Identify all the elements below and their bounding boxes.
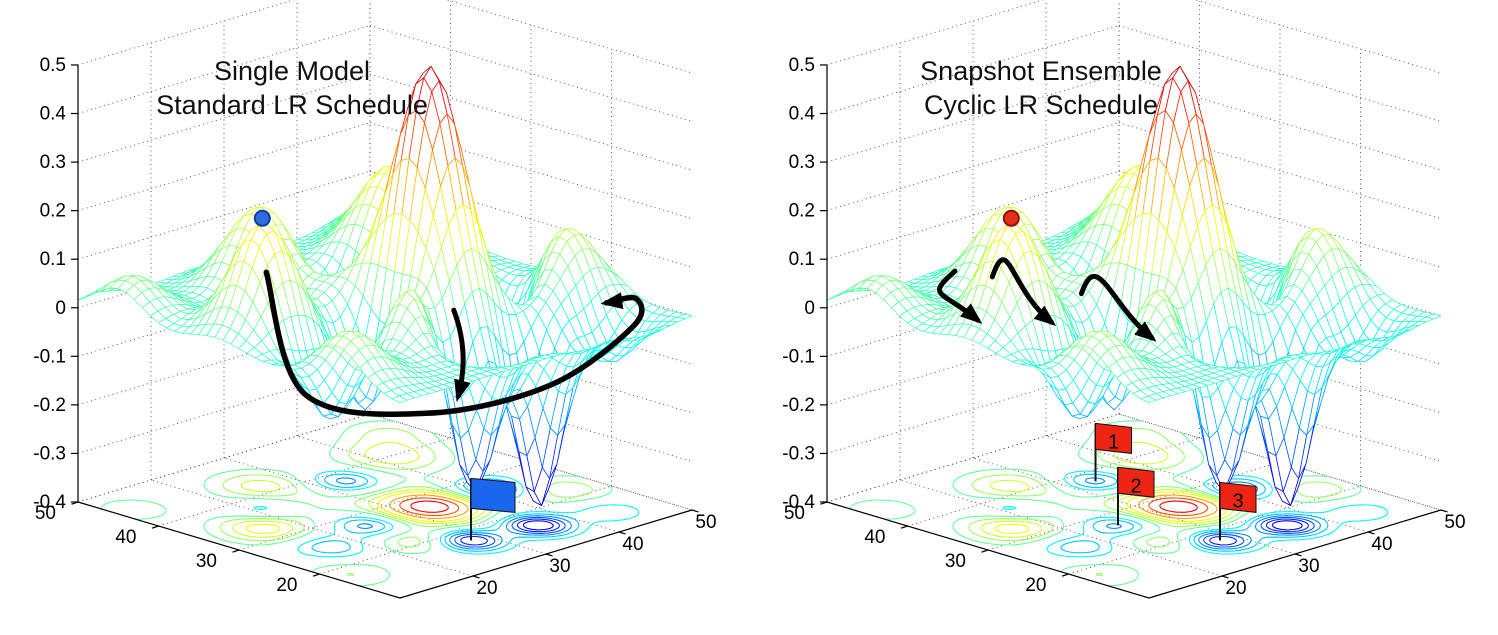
hop-arrow-2	[989, 257, 1057, 326]
annotations: 12 3	[937, 209, 1257, 541]
right-panel-title-line2: Cyclic LR Schedule	[923, 90, 1159, 120]
single-model-3d-plot: 2030405020304050-0.4-0.3-0.2-0.100.10.20…	[33, 0, 717, 599]
annotations	[253, 209, 645, 541]
tick-label: 30	[196, 551, 217, 572]
tick-label: -0.3	[782, 443, 815, 464]
tick-label: -0.1	[33, 346, 66, 367]
tick-label: 0.3	[789, 152, 815, 173]
tick-label: 0.2	[789, 201, 815, 222]
flag-number: 2	[1130, 475, 1141, 497]
tick-label: 0.1	[789, 249, 815, 270]
right-panel-title: Snapshot Ensemble Cyclic LR Schedule	[841, 54, 1241, 122]
tick-label: 20	[1225, 578, 1246, 599]
tick-label: -0.3	[33, 443, 66, 464]
tick-label: 0	[55, 298, 66, 319]
tick-label: 50	[784, 503, 805, 524]
tick-label: 0.3	[40, 152, 66, 173]
tick-label: 40	[115, 527, 136, 548]
hop-arrow-3	[1078, 274, 1157, 342]
tick-label: 0.1	[40, 249, 66, 270]
right-panel-title-line1: Snapshot Ensemble	[920, 56, 1162, 86]
tick-label: 0.4	[789, 104, 816, 125]
tick-label: 30	[549, 556, 570, 577]
optimization-path-arrow	[263, 269, 645, 417]
left-panel-title-line1: Single Model	[213, 56, 371, 86]
tick-label: 0	[804, 298, 815, 319]
snapshot-flag-3: 3	[1219, 481, 1257, 541]
tick-label: 50	[695, 512, 716, 533]
tick-label: 40	[1371, 534, 1392, 555]
tick-label: 0.4	[40, 104, 67, 125]
tick-label: -0.1	[782, 346, 815, 367]
left-panel-title: Single Model Standard LR Schedule	[92, 54, 492, 122]
flag-number: 1	[1108, 431, 1119, 453]
tick-labels: 2030405020304050-0.4-0.3-0.2-0.100.10.20…	[33, 55, 716, 599]
tick-label: -0.4	[782, 492, 815, 513]
tick-label: 50	[1444, 512, 1465, 533]
snapshot-ensemble-3d-plot: 2030405020304050-0.4-0.3-0.2-0.100.10.20…	[782, 0, 1466, 599]
snapshot-flag-1: 1	[1094, 422, 1132, 482]
contour-projection	[849, 420, 1389, 587]
tick-label: -0.2	[782, 395, 815, 416]
tick-label: 30	[1298, 556, 1319, 577]
surface-mesh	[77, 65, 693, 506]
left-panel-title-line2: Standard LR Schedule	[156, 90, 428, 120]
start-marker-dot	[1002, 209, 1020, 227]
descent-arrow	[451, 307, 471, 402]
tick-label: 20	[476, 578, 497, 599]
tick-label: -0.4	[33, 492, 66, 513]
axis-lines	[820, 64, 1448, 599]
tick-label: 20	[1025, 575, 1046, 596]
axis-lines	[71, 64, 699, 599]
tick-label: 30	[945, 551, 966, 572]
surface-mesh	[826, 65, 1442, 506]
tick-label: 40	[622, 534, 643, 555]
start-marker-dot	[253, 209, 271, 227]
tick-label: 0.5	[40, 55, 66, 76]
minimum-flag	[470, 477, 516, 541]
snapshot-flag-2: 2	[1117, 466, 1155, 526]
flag-number: 3	[1232, 490, 1243, 512]
tick-label: -0.2	[33, 395, 66, 416]
tick-label: 50	[35, 503, 56, 524]
tick-label: 0.5	[789, 55, 815, 76]
tick-label: 40	[864, 527, 885, 548]
tick-label: 20	[276, 575, 297, 596]
hop-arrow-1	[937, 268, 983, 324]
tick-labels: 2030405020304050-0.4-0.3-0.2-0.100.10.20…	[782, 55, 1465, 599]
tick-label: 0.2	[40, 201, 66, 222]
